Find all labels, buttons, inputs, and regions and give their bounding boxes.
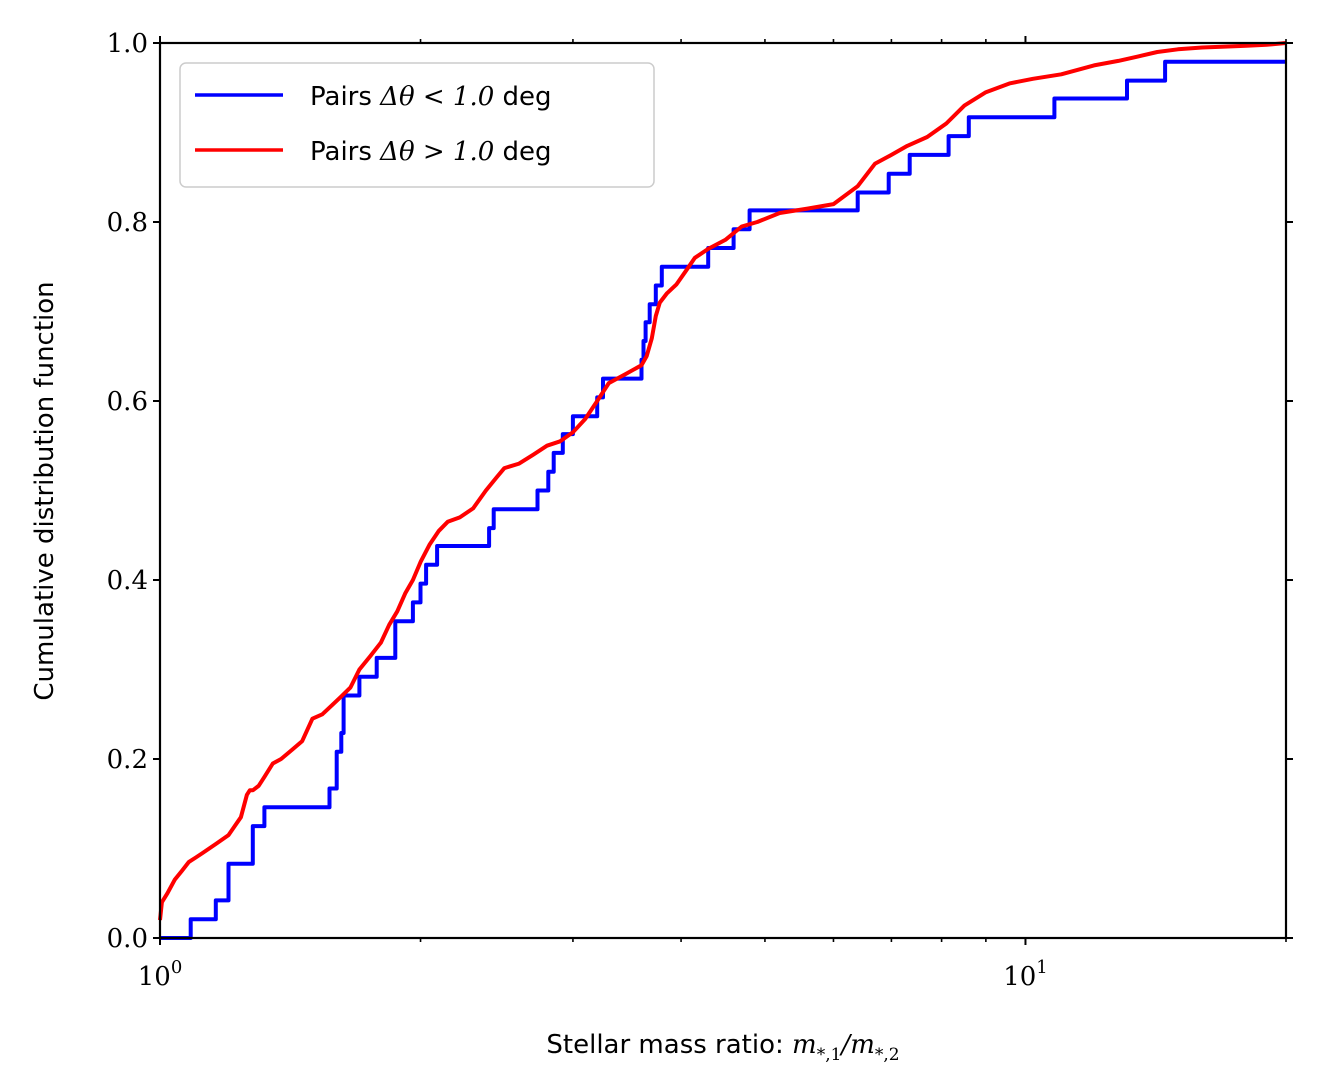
plot-frame: [158, 41, 1288, 940]
x-tick-label-0: 100: [138, 957, 183, 992]
y-tick-label-3: 0.6: [107, 387, 148, 417]
series-line-red: [158, 41, 1287, 921]
legend-label-red-math: Δθ > 1.0: [379, 137, 494, 167]
legend-label-red-prefix: Pairs: [310, 137, 380, 167]
legend-label-red-suffix: deg: [494, 137, 551, 167]
y-tick-label-0: 0.0: [107, 924, 148, 954]
y-tick-label-2: 0.4: [107, 566, 148, 596]
x-tick-labels: 100 101: [138, 957, 1048, 992]
x-axis-math-m2: m: [850, 1030, 875, 1060]
series-layer: [158, 41, 1287, 940]
x-axis-math-m1: m: [792, 1030, 817, 1060]
x-axis-math-sub2: *,2: [875, 1045, 900, 1065]
legend-box: [179, 62, 655, 188]
x-axis-title: Stellar mass ratio: m*,1/m*,2: [546, 1030, 899, 1065]
legend: Pairs Δθ < 1.0 deg Pairs Δθ > 1.0 deg: [179, 62, 655, 188]
legend-label-blue: Pairs Δθ < 1.0 deg: [310, 82, 552, 112]
legend-label-blue-suffix: deg: [494, 82, 551, 112]
legend-label-blue-prefix: Pairs: [310, 82, 380, 112]
series-line-blue: [160, 59, 1286, 940]
x-axis-math-sub1: *,1: [817, 1045, 842, 1065]
x-axis-title-text: Stellar mass ratio:: [546, 1030, 792, 1060]
ticks-layer: [153, 36, 1293, 945]
x-axis-math-slash: /: [838, 1030, 852, 1060]
x-tick-label-1: 101: [1003, 957, 1048, 992]
y-tick-label-5: 1.0: [107, 29, 148, 59]
y-tick-label-1: 0.2: [107, 745, 148, 775]
legend-label-red: Pairs Δθ > 1.0 deg: [310, 137, 552, 167]
legend-label-blue-math: Δθ < 1.0: [379, 82, 494, 112]
y-tick-label-4: 0.8: [107, 208, 148, 238]
y-tick-labels: 0.0 0.2 0.4 0.6 0.8 1.0: [107, 29, 148, 954]
y-axis-title: Cumulative distribution function: [30, 281, 60, 700]
